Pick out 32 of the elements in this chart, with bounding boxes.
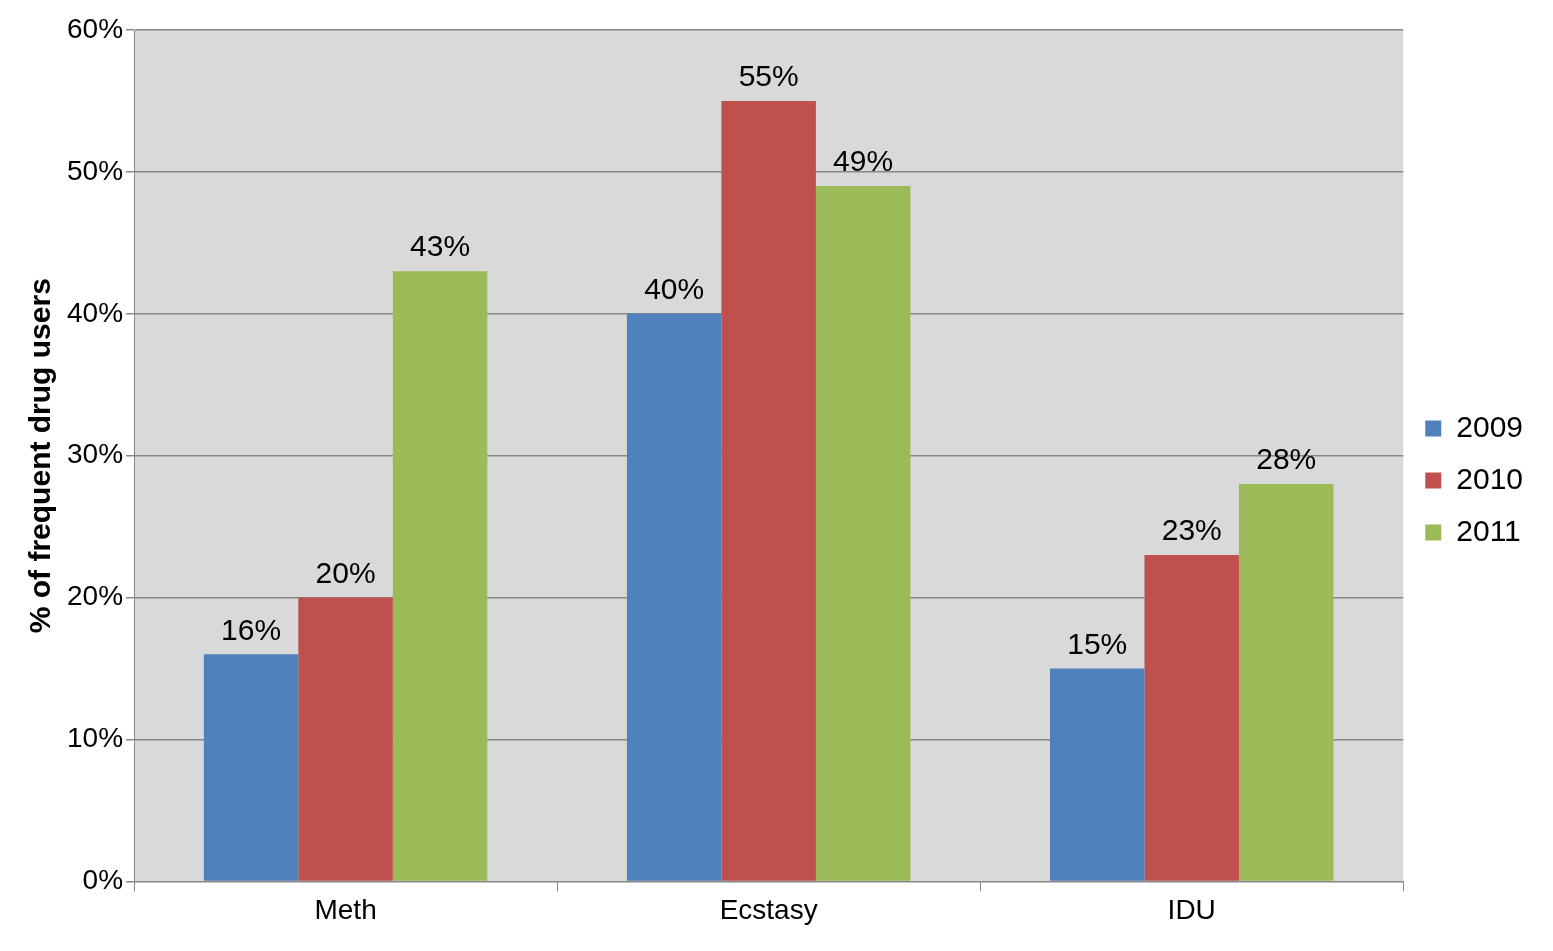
data-label: 28% — [1256, 442, 1317, 476]
bar — [203, 654, 299, 881]
x-tick-label: IDU — [1167, 893, 1216, 925]
bar — [298, 597, 393, 881]
y-tick-label: 30% — [66, 438, 124, 470]
x-tick-label: Ecstasy — [719, 893, 818, 925]
y-tick-label: 10% — [66, 722, 124, 754]
bar — [1238, 484, 1334, 881]
y-tick-label: 0% — [82, 864, 124, 896]
bar — [815, 186, 911, 881]
data-label: 55% — [738, 59, 799, 93]
data-label: 43% — [410, 229, 471, 263]
data-label: 16% — [221, 612, 282, 646]
y-axis-title: % of frequent drug users — [23, 278, 57, 634]
x-tick-label: Meth — [314, 893, 377, 925]
data-label: 15% — [1067, 626, 1128, 660]
data-label: 49% — [833, 144, 894, 178]
legend-label: 2010 — [1456, 461, 1524, 495]
data-label: 23% — [1161, 513, 1222, 547]
bar — [1144, 555, 1239, 881]
bar — [1049, 668, 1145, 881]
y-tick-label: 40% — [66, 296, 124, 328]
legend-label: 2009 — [1456, 409, 1524, 443]
bar — [721, 100, 816, 881]
data-label: 20% — [315, 555, 376, 589]
bar — [392, 271, 488, 881]
y-tick-label: 50% — [66, 154, 124, 186]
bar — [626, 313, 722, 881]
data-label: 40% — [644, 272, 705, 306]
legend-label: 2011 — [1456, 513, 1521, 547]
y-tick-label: 60% — [66, 12, 124, 44]
y-tick-label: 20% — [66, 580, 124, 612]
